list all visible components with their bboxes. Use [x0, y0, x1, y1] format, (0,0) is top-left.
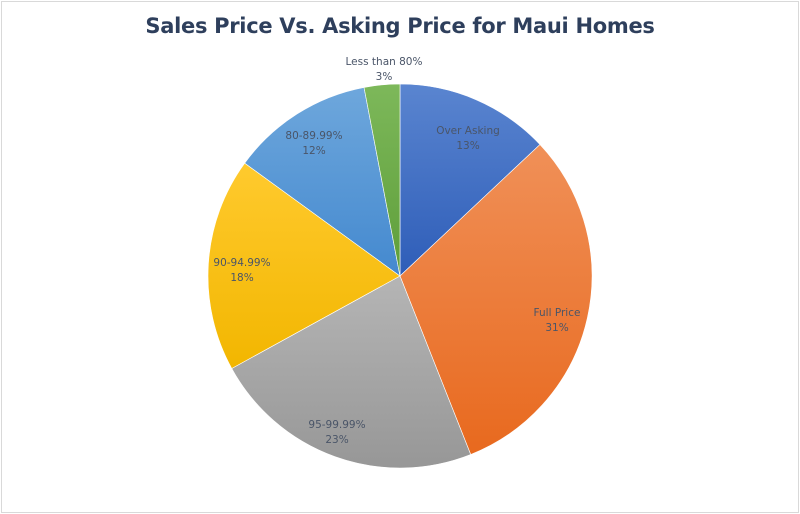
chart-title: Sales Price Vs. Asking Price for Maui Ho…	[145, 14, 655, 38]
label-80-name: 80-89.99%	[285, 130, 342, 142]
label-90-pct: 18%	[230, 272, 253, 284]
slice-80-89	[244, 87, 401, 277]
label-full-price-pct: 31%	[545, 322, 568, 334]
slice-95-99	[231, 275, 472, 469]
slice-full-price	[399, 144, 593, 455]
label-95-name: 95-99.99%	[308, 419, 365, 431]
slice-less-80	[363, 83, 401, 277]
slice-over-asking	[399, 83, 541, 277]
label-less-80-pct: 3%	[376, 71, 393, 83]
label-over-asking-name: Over Asking	[436, 125, 500, 137]
label-full-price-name: Full Price	[534, 307, 581, 319]
label-90-name: 90-94.99%	[213, 257, 270, 269]
label-95-pct: 23%	[325, 434, 348, 446]
label-over-asking-pct: 13%	[456, 140, 479, 152]
slice-90-94	[207, 162, 401, 369]
label-80-pct: 12%	[302, 145, 325, 157]
label-less-80-name: Less than 80%	[346, 56, 423, 68]
